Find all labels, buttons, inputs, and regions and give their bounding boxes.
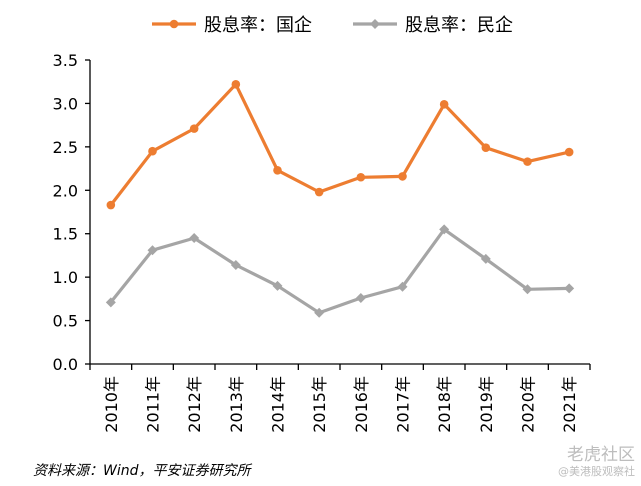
- series-line-1: [109, 227, 571, 315]
- x-axis: 2010年 2011年 2012年 2013年 2014年 2015年 2016年 2017年…: [89, 363, 591, 433]
- data-point: [189, 124, 199, 133]
- legend-marker: [370, 19, 380, 29]
- data-point: [439, 99, 449, 109]
- y-tick-label: 0.0: [53, 355, 78, 374]
- data-point: [398, 172, 407, 181]
- x-tick-label: 2020年: [519, 376, 538, 433]
- data-point: [480, 253, 491, 264]
- data-point: [147, 245, 158, 256]
- data-point: [230, 259, 241, 270]
- y-tick-label: 1.0: [53, 268, 78, 287]
- data-point: [148, 146, 157, 156]
- y-axis: 0.0 0.5 1.0 1.5 2.0 2.5 3.0 3.5: [53, 51, 91, 374]
- x-tick-label: 2012年: [185, 376, 204, 433]
- series-layer: [105, 80, 575, 318]
- x-tick-label: 2021年: [560, 376, 579, 433]
- x-tick-label: 2015年: [310, 376, 329, 433]
- x-tick-label: 2017年: [394, 376, 413, 433]
- series-line-0: [109, 82, 571, 207]
- x-tick-label: 2014年: [269, 376, 288, 433]
- x-tick-label: 2013年: [227, 376, 246, 433]
- data-point: [439, 224, 450, 235]
- legend: 股息率：国企 股息率：民企: [152, 15, 513, 36]
- y-tick-label: 0.5: [53, 312, 78, 331]
- y-tick-label: 3.5: [53, 51, 78, 70]
- watermark-handle: @美港股观察社: [558, 465, 635, 478]
- data-point: [523, 157, 532, 166]
- y-tick-label: 2.5: [53, 138, 78, 157]
- data-point: [481, 143, 491, 153]
- data-point: [522, 284, 533, 295]
- data-point: [355, 292, 366, 303]
- legend-marker: [169, 19, 179, 29]
- data-point: [273, 166, 282, 175]
- x-tick-label: 2016年: [352, 376, 371, 433]
- data-point: [105, 297, 116, 308]
- watermark-logo: 老虎社区: [567, 445, 635, 465]
- data-point: [106, 200, 116, 210]
- legend-label: 股息率：国企: [204, 15, 312, 36]
- x-tick-label: 2010年: [102, 376, 121, 433]
- data-point: [356, 172, 366, 182]
- data-point: [397, 281, 408, 292]
- data-point: [272, 280, 283, 291]
- legend-label: 股息率：民企: [405, 15, 513, 36]
- x-tick-label: 2019年: [477, 376, 496, 433]
- source-note: 资料来源：Wind，平安证券研究所: [33, 463, 251, 479]
- x-tick-label: 2011年: [144, 376, 163, 433]
- data-point: [231, 80, 241, 89]
- y-tick-label: 3.0: [53, 94, 78, 113]
- data-point: [189, 233, 200, 244]
- x-tick-label: 2018年: [435, 376, 454, 433]
- data-point: [314, 307, 325, 318]
- data-point: [564, 147, 574, 157]
- y-tick-label: 1.5: [53, 225, 78, 244]
- data-point: [564, 283, 575, 294]
- y-tick-label: 2.0: [53, 181, 78, 200]
- data-point: [314, 187, 324, 197]
